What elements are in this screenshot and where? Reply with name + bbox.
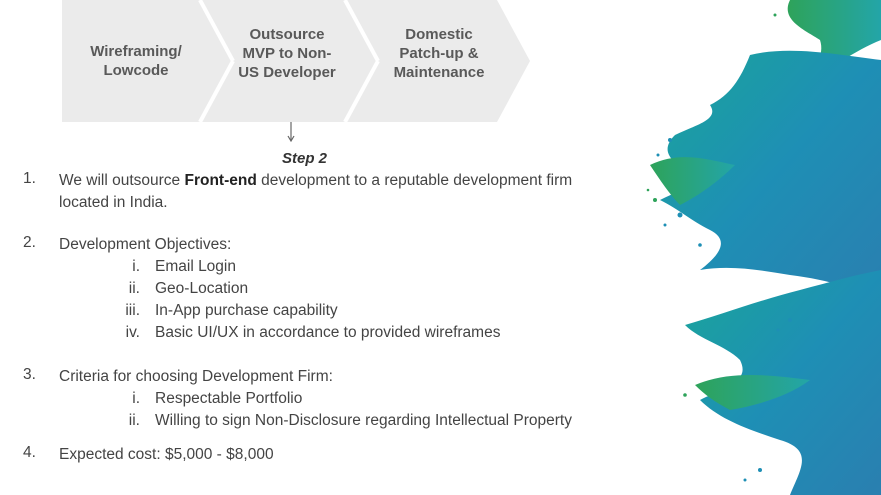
chevron-label-1: Wireframing/ Lowcode <box>90 43 182 79</box>
list-text-part: We will outsource <box>59 172 185 189</box>
roman-numeral: i. <box>132 258 140 275</box>
chevron-step-2 <box>200 0 378 122</box>
sub-item-text: Email Login <box>155 258 236 275</box>
sub-item-text: Basic UI/UX in accordance to provided wi… <box>155 324 501 341</box>
sub-item-text: Willing to sign Non-Disclosure regarding… <box>155 412 572 429</box>
roman-numeral: ii. <box>128 280 140 297</box>
chevron-label-3: Domestic Patch-up & Maintenance <box>393 26 485 81</box>
roman-numeral: iii. <box>125 302 140 319</box>
process-chevron-flow: Wireframing/ Lowcode Outsource MVP to No… <box>0 0 540 125</box>
roman-numeral: ii. <box>128 412 140 429</box>
list-number: 4. <box>23 444 36 461</box>
sub-item-text: In-App purchase capability <box>155 302 338 319</box>
list-text: We will outsource Front-end development … <box>59 170 619 214</box>
chevron-step-3 <box>345 0 530 122</box>
list-number: 2. <box>23 234 36 251</box>
chevron-shapes <box>62 0 530 123</box>
list-number: 1. <box>23 170 36 187</box>
list-text-part: development to a reputable development f… <box>59 172 573 211</box>
emphasis-text: Front-end <box>184 172 257 189</box>
arrow-down-icon <box>287 122 295 142</box>
list-text: Criteria for choosing Development Firm: <box>59 368 333 385</box>
list-text: Expected cost: $5,000 - $8,000 <box>59 446 274 463</box>
chevron-label-2: Outsource MVP to Non-US Developer <box>238 26 336 81</box>
roman-numeral: i. <box>132 390 140 407</box>
sub-item-text: Geo-Location <box>155 280 249 297</box>
list-text: Development Objectives: <box>59 236 232 253</box>
sub-item-text: Respectable Portfolio <box>155 390 303 407</box>
roman-numeral: iv. <box>125 324 140 341</box>
chevron-step-1 <box>62 0 233 122</box>
paint-splash-decoration <box>646 0 881 495</box>
list-number: 3. <box>23 366 36 383</box>
current-step-label: Step 2 <box>282 150 328 167</box>
